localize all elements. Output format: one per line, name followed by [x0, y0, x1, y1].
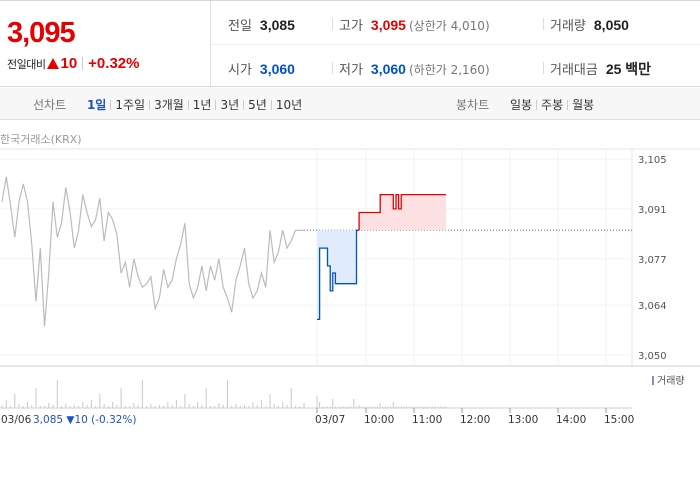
change-divider	[82, 57, 84, 70]
stat-value: 3,085	[259, 17, 295, 33]
change-value: 10	[60, 55, 78, 72]
stat-label: 거래량	[550, 19, 586, 34]
option-divider	[187, 100, 189, 110]
stat-open: 시가 3,060	[228, 59, 295, 78]
option-divider	[243, 100, 245, 110]
stat-divider	[543, 62, 544, 74]
stat-label: 전일	[228, 19, 252, 34]
y-tick-label: 3,064	[638, 301, 667, 312]
line-period-option-5[interactable]: 5년	[248, 98, 267, 112]
change-percent: +0.32%	[88, 55, 140, 72]
x-tick-label: 10:00	[364, 414, 395, 426]
line-period-option-3[interactable]: 1년	[192, 98, 212, 112]
stat-label: 저가	[339, 63, 363, 78]
stat-value: 3,095	[370, 17, 406, 33]
today-down-fill	[317, 230, 360, 320]
stat-value: 3,060	[259, 61, 295, 77]
option-divider	[270, 100, 272, 110]
candle-period-option-2[interactable]: 월봉	[572, 98, 595, 112]
x-tick-label: 15:00	[604, 414, 635, 426]
candle-chart-label: 봉차트	[456, 98, 490, 112]
line-period-option-0[interactable]: 1일	[86, 98, 107, 112]
y-tick-label: 3,105	[638, 155, 667, 166]
line-period-option-4[interactable]: 3년	[220, 98, 240, 112]
line-chart-label: 선차트	[33, 98, 67, 112]
stat-trade-value: 거래대금 25 백만	[550, 59, 651, 79]
option-divider	[536, 100, 538, 110]
price-box: 3,095 전일대비 10 +0.32%	[0, 1, 211, 87]
line-period-option-1[interactable]: 1주일	[115, 98, 146, 112]
stat-low: 저가 3,060 (하한가 2,160)	[339, 59, 490, 78]
stats-row-divider	[211, 44, 700, 45]
stat-volume: 거래량 8,050	[550, 15, 629, 34]
x-tick-label: 11:00	[412, 414, 443, 426]
stat-note: (하한가 2,160)	[408, 63, 490, 77]
stat-divider	[332, 62, 333, 74]
line-period-option-6[interactable]: 10년	[275, 98, 303, 112]
option-divider	[149, 100, 151, 110]
x-tick-label: 03/06	[1, 414, 32, 426]
x-tick-label: 14:00	[556, 414, 587, 426]
stat-label: 고가	[339, 19, 363, 34]
x-tick-label: 13:00	[508, 414, 539, 426]
candle-chart-periods: 봉차트 일봉 주봉 월봉	[456, 96, 597, 113]
x-tick-label: 12:00	[460, 414, 491, 426]
today-up-line	[358, 193, 446, 231]
line-chart-periods: 선차트 1일 1주일 3개월 1년 3년 5년 10년	[33, 96, 305, 113]
stat-value: 3,060	[370, 61, 406, 77]
y-tick-label: 3,091	[638, 205, 667, 216]
change-row: 전일대비 10 +0.32%	[7, 55, 139, 72]
stat-divider	[543, 18, 544, 30]
quote-header: 3,095 전일대비 10 +0.32% 전일 3,085 고가 3,095 (상한가 4…	[0, 0, 700, 87]
prev-day-summary: 3,085 ▼10 (-0.32%)	[33, 414, 137, 426]
line-period-option-2[interactable]: 3개월	[154, 98, 184, 112]
current-price: 3,095	[7, 17, 76, 49]
today-down-line	[317, 229, 360, 321]
stat-note: (상한가 4,010)	[408, 19, 490, 33]
stat-prev-close: 전일 3,085	[228, 15, 295, 34]
option-divider	[110, 100, 112, 110]
volume-legend: 거래량	[652, 372, 685, 387]
data-source: 한국거래소(KRX)	[0, 133, 82, 146]
stat-value: 25 백만	[605, 61, 652, 77]
change-label: 전일대비	[7, 58, 46, 71]
y-tick-label: 3,077	[638, 255, 667, 266]
candle-period-option-1[interactable]: 주봉	[541, 98, 564, 112]
option-divider	[567, 100, 569, 110]
prev-day-line	[1, 176, 304, 327]
period-toolbar: 선차트 1일 1주일 3개월 1년 3년 5년 10년 봉차트 일봉 주봉 월봉	[0, 88, 700, 120]
stat-value: 8,050	[593, 17, 629, 33]
up-triangle-icon	[47, 58, 60, 69]
volume-legend-swatch	[652, 376, 654, 385]
stat-label: 거래대금	[550, 63, 598, 78]
stat-divider	[332, 18, 333, 30]
stat-label: 시가	[228, 63, 252, 78]
y-tick-label: 3,050	[638, 351, 667, 362]
x-tick-label: 03/07	[315, 414, 346, 426]
volume-legend-label: 거래량	[657, 376, 685, 387]
candle-period-option-0[interactable]: 일봉	[509, 98, 533, 112]
stat-high: 고가 3,095 (상한가 4,010)	[339, 15, 490, 34]
option-divider	[215, 100, 217, 110]
